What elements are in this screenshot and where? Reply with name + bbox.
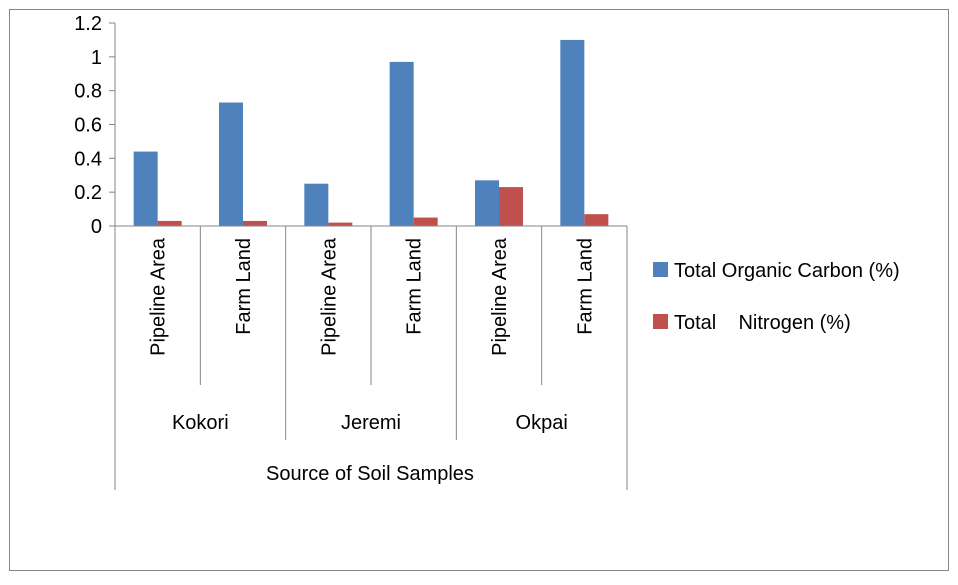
legend-label: Total Nitrogen (%) — [674, 312, 851, 334]
y-tick-label: 0.6 — [74, 115, 102, 137]
category-label: Farm Land — [404, 238, 426, 335]
bars — [133, 39, 609, 227]
y-tick-label: 1.2 — [74, 13, 102, 35]
bar-total-organic-carbon — [304, 183, 329, 226]
bar-total-nitrogen — [328, 222, 353, 226]
bar-total-nitrogen — [499, 187, 523, 226]
chart-border — [9, 9, 949, 571]
group-labels: Kokori Jeremi Okpai — [172, 412, 568, 434]
y-tick-label: 0 — [91, 216, 102, 238]
x-axis-title: Source of Soil Samples — [266, 463, 474, 485]
legend-label: Total Organic Carbon (%) — [674, 260, 900, 282]
bar-total-nitrogen — [584, 214, 609, 226]
bar-total-organic-carbon — [133, 151, 158, 226]
category-label: Farm Land — [574, 238, 596, 335]
x-axis — [114, 225, 628, 490]
category-label: Pipeline Area — [318, 237, 340, 356]
bar-total-organic-carbon — [219, 102, 243, 226]
legend: Total Organic Carbon (%) Total Nitrogen (… — [653, 260, 900, 334]
category-labels: Pipeline Area Farm Land Pipeline Area Farm … — [148, 237, 597, 356]
group-label: Kokori — [172, 412, 229, 434]
legend-swatch — [653, 314, 668, 329]
y-tick-label: 0.8 — [74, 81, 102, 103]
bar-total-nitrogen — [157, 220, 182, 226]
bar-total-organic-carbon — [389, 61, 414, 227]
bar-total-organic-carbon — [475, 180, 499, 226]
y-tick-label: 1 — [91, 47, 102, 69]
bar-total-organic-carbon — [560, 39, 585, 226]
category-label: Farm Land — [233, 238, 255, 335]
y-tick-label: 0.4 — [74, 148, 102, 170]
group-label: Okpai — [516, 412, 568, 434]
y-axis-ticks: 0 0.2 0.4 0.6 0.8 1 1.2 — [74, 13, 116, 238]
category-label: Pipeline Area — [148, 237, 170, 356]
bar-total-nitrogen — [243, 220, 267, 226]
y-tick-label: 0.2 — [74, 182, 102, 204]
category-label: Pipeline Area — [489, 237, 511, 356]
bar-total-nitrogen — [413, 217, 438, 226]
legend-swatch — [653, 262, 668, 277]
group-label: Jeremi — [341, 412, 401, 434]
